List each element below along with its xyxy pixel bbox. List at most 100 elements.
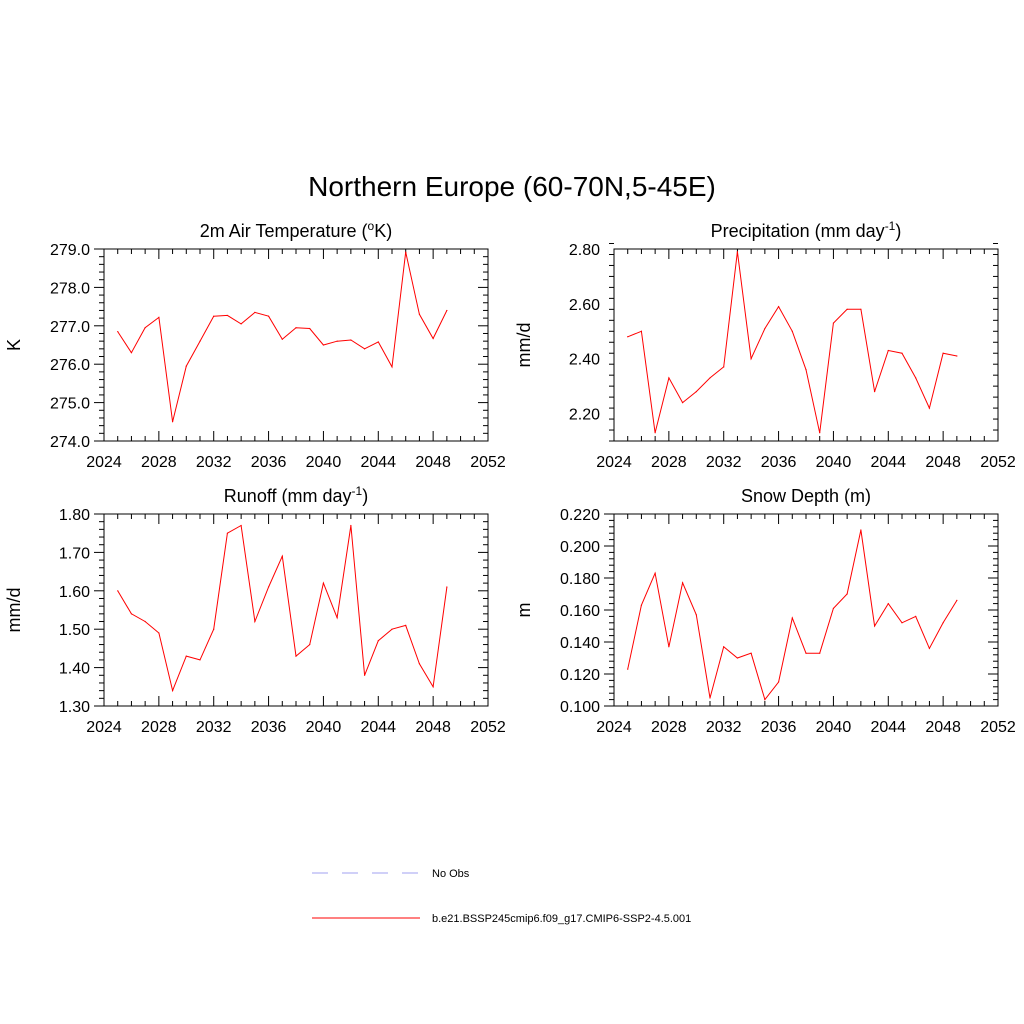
chart-panel: 2m Air Temperature (oK) K 2024 2028 2032 2036… <box>4 219 506 471</box>
data-point <box>695 391 697 393</box>
panel-title-superscript: -1 <box>352 484 363 498</box>
y-tick-label: 1.70 <box>59 545 90 562</box>
data-point <box>267 586 270 588</box>
y-tick-label: 0.220 <box>560 507 600 524</box>
data-point <box>956 599 958 602</box>
data-point <box>391 366 393 368</box>
x-tick-label: 2036 <box>251 454 287 471</box>
y-tick-label: 2.20 <box>569 407 600 424</box>
data-point <box>363 674 366 676</box>
data-point <box>432 337 434 340</box>
y-tick-label: 0.200 <box>560 539 600 556</box>
x-tick-label: 2044 <box>870 454 906 471</box>
x-tick-label: 2028 <box>651 454 687 471</box>
data-point <box>791 617 793 619</box>
data-point <box>750 358 752 360</box>
data-point <box>887 603 889 605</box>
x-tick-label: 2044 <box>360 719 396 736</box>
plot-frame <box>613 513 999 707</box>
data-point <box>777 681 780 683</box>
data-point <box>446 309 448 312</box>
data-point <box>805 369 807 371</box>
y-tick-label: 1.80 <box>59 507 90 524</box>
data-point <box>213 628 215 630</box>
data-point <box>240 323 242 325</box>
y-tick-label: 0.120 <box>560 667 600 684</box>
y-tick-label: 2.40 <box>569 352 600 369</box>
data-point <box>846 308 848 310</box>
data-point <box>199 659 201 661</box>
data-point <box>887 349 889 352</box>
panel-title: Precipitation (mm day-1) <box>711 219 902 241</box>
x-tick-label: 2028 <box>141 454 177 471</box>
data-point <box>281 338 283 340</box>
legend: No Obs b.e21.BSSP245cmip6.f09_g17.CMIP6-S… <box>312 868 691 925</box>
x-tick-label: 2032 <box>196 454 232 471</box>
data-point <box>240 524 242 527</box>
x-tick-label: 2028 <box>141 719 177 736</box>
x-tick-label: 2040 <box>306 454 342 471</box>
y-axis-label: m <box>514 603 534 618</box>
panel-title: 2m Air Temperature (oK) <box>200 219 392 241</box>
y-tick-label: 1.40 <box>59 661 90 678</box>
data-point <box>171 421 174 423</box>
data-point <box>942 352 944 354</box>
x-tick-label: 2044 <box>870 719 906 736</box>
data-point <box>627 668 629 670</box>
data-point <box>185 365 187 367</box>
panel-title-text: Snow Depth (m) <box>741 486 871 506</box>
data-point <box>391 628 393 630</box>
data-point <box>942 622 944 624</box>
y-tick-label: 2.60 <box>569 297 600 314</box>
data-point <box>446 586 448 588</box>
y-tick-label: 274.0 <box>50 434 90 451</box>
x-tick-label: 2048 <box>925 719 961 736</box>
data-point <box>322 344 325 346</box>
data-point <box>117 590 119 592</box>
series-line <box>117 251 448 422</box>
y-tick-label: 278.0 <box>50 280 90 297</box>
data-point <box>654 432 656 434</box>
legend-label: No Obs <box>432 868 470 880</box>
data-point <box>860 529 862 531</box>
y-tick-label: 277.0 <box>50 319 90 336</box>
data-point <box>901 352 903 354</box>
y-tick-label: 276.0 <box>50 357 90 374</box>
x-tick-label: 2032 <box>706 454 742 471</box>
x-tick-label: 2040 <box>816 719 852 736</box>
data-point <box>819 652 821 654</box>
chart-panel: Precipitation (mm day-1) mm/d 2024 2028 2032… <box>514 219 1016 471</box>
data-point <box>764 327 766 330</box>
x-tick-label: 2048 <box>925 454 961 471</box>
y-tick-label: 0.180 <box>560 571 600 588</box>
y-tick-label: 1.50 <box>59 622 90 639</box>
x-tick-label: 2032 <box>706 719 742 736</box>
data-point <box>295 327 297 329</box>
data-point <box>640 604 643 606</box>
data-point <box>199 340 201 342</box>
data-point <box>928 647 931 650</box>
y-tick-label: 279.0 <box>50 242 90 259</box>
data-point <box>681 402 684 404</box>
x-tick-label: 2028 <box>651 719 687 736</box>
data-point <box>723 646 725 648</box>
panel-title-tail: ) <box>895 221 901 241</box>
data-point <box>226 532 229 534</box>
data-point <box>736 251 739 253</box>
panel-title: Runoff (mm day-1) <box>224 484 368 506</box>
data-point <box>668 646 670 648</box>
x-tick-label: 2036 <box>761 454 797 471</box>
data-point <box>350 339 352 341</box>
data-point <box>254 620 256 623</box>
y-tick-label: 0.100 <box>560 699 600 716</box>
data-point <box>432 686 434 688</box>
data-point <box>144 327 146 329</box>
y-tick-label: 1.60 <box>59 584 90 601</box>
y-tick-label: 0.140 <box>560 635 600 652</box>
data-point <box>709 377 711 379</box>
x-tick-label: 2024 <box>86 719 122 736</box>
panel-title-tail: ) <box>362 486 368 506</box>
data-point <box>846 593 848 595</box>
x-tick-label: 2024 <box>596 454 632 471</box>
